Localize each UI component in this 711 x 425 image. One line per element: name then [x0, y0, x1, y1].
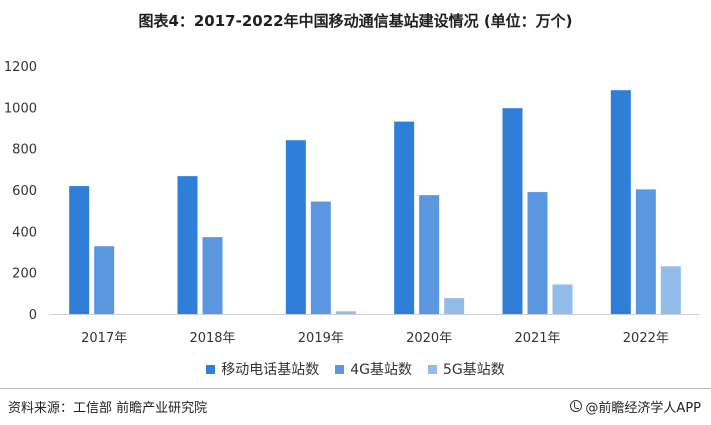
x-tick-label: 2021年 — [514, 331, 560, 346]
y-tick-label: 1000 — [4, 101, 37, 116]
brand-credit: @前瞻经济学人APP — [570, 397, 701, 416]
legend-item: 移动电话基站数 — [206, 359, 319, 379]
bar-5g-3 — [444, 298, 465, 314]
footer: 资料来源：工信部 前瞻产业研究院 @前瞻经济学人APP — [0, 392, 711, 420]
bar-5g-2 — [335, 311, 356, 314]
x-tick-label: 2018年 — [189, 331, 235, 346]
chart-title: 图表4：2017-2022年中国移动通信基站建设情况 (单位：万个) — [138, 12, 573, 30]
footer-divider — [0, 388, 711, 389]
legend-swatch — [335, 364, 345, 374]
y-tick-label: 600 — [12, 184, 37, 199]
bars — [69, 90, 681, 315]
y-tick-label: 1200 — [4, 60, 37, 75]
bar-4g-5 — [635, 189, 656, 314]
bar-5g-5 — [660, 266, 681, 314]
brand-text: @前瞻经济学人APP — [585, 400, 701, 416]
x-tick-label: 2019年 — [298, 331, 344, 346]
bar-4g-1 — [202, 237, 223, 314]
source-note: 资料来源：工信部 前瞻产业研究院 — [8, 400, 208, 416]
legend-item: 5G基站数 — [428, 359, 505, 379]
legend-label: 5G基站数 — [443, 362, 505, 378]
legend-item: 4G基站数 — [335, 359, 412, 379]
x-tick-label: 2020年 — [406, 331, 452, 346]
y-tick-label: 800 — [12, 143, 37, 158]
y-axis: 0 200 400 600 800 1000 1200 — [4, 60, 37, 323]
brand-logo-icon — [570, 400, 583, 412]
legend-label: 移动电话基站数 — [221, 362, 320, 378]
bar-chart: 0 200 400 600 800 1000 1200 2017年 2018年 2019年 202… — [4, 60, 700, 346]
bar-mobile-1 — [177, 176, 198, 314]
legend-swatch — [428, 364, 437, 374]
legend: 移动电话基站数 4G基站数 5G基站数 — [0, 358, 711, 380]
bar-mobile-4 — [502, 108, 523, 314]
y-tick-label: 200 — [12, 267, 37, 282]
y-tick-label: 400 — [12, 225, 37, 240]
legend-label: 4G基站数 — [350, 362, 412, 378]
bar-mobile-5 — [610, 90, 631, 315]
legend-swatch — [206, 364, 216, 374]
bar-mobile-0 — [69, 186, 90, 314]
x-tick-label: 2017年 — [81, 331, 127, 346]
bar-5g-4 — [552, 284, 573, 314]
x-axis: 2017年 2018年 2019年 2020年 2021年 2022年 — [81, 331, 669, 346]
bar-mobile-3 — [394, 121, 415, 315]
bar-4g-3 — [419, 195, 440, 314]
bar-4g-4 — [527, 192, 548, 314]
bar-4g-0 — [94, 246, 115, 314]
x-tick-label: 2022年 — [623, 331, 669, 346]
y-tick-label: 0 — [29, 308, 37, 323]
bar-mobile-2 — [285, 140, 306, 314]
bar-4g-2 — [310, 201, 331, 314]
